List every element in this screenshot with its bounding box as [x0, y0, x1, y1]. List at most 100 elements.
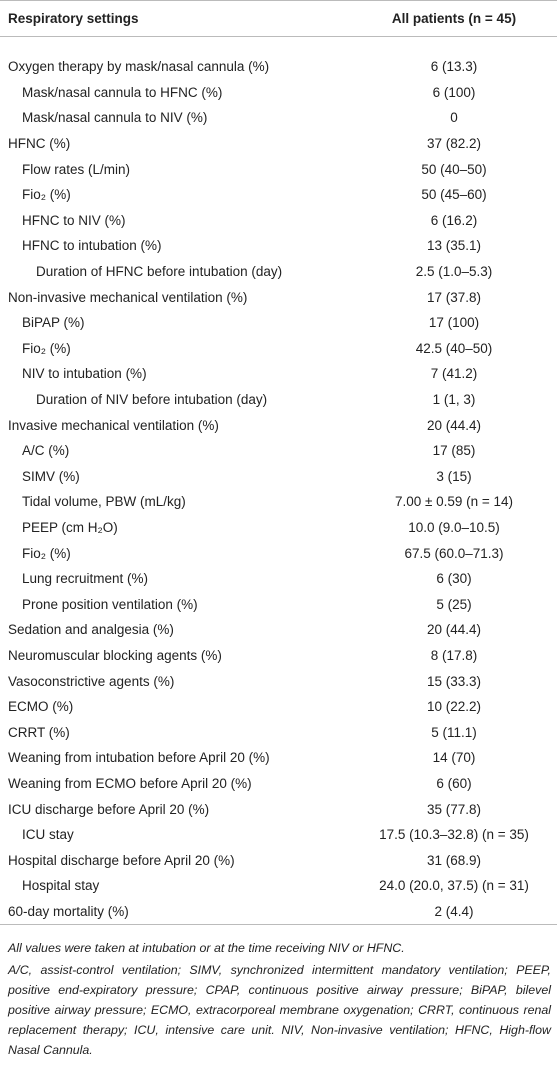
table-row: BiPAP (%) 17 (100)	[0, 310, 557, 336]
row-label: Neuromuscular blocking agents (%)	[8, 647, 222, 663]
row-label: Duration of NIV before intubation (day)	[36, 392, 268, 408]
table-row: PEEP (cm H₂O) 10.0 (9.0–10.5)	[0, 515, 557, 541]
table-notes: All values were taken at intubation or a…	[0, 925, 557, 1060]
row-value: 37 (82.2)	[426, 136, 482, 152]
row-label: HFNC (%)	[8, 136, 71, 152]
row-value: 17 (85)	[432, 443, 476, 459]
row-label: Non-invasive mechanical ventilation (%)	[8, 289, 248, 305]
row-label: Vasoconstrictive agents (%)	[8, 673, 175, 689]
row-value: 42.5 (40–50)	[415, 340, 493, 356]
table-row: Weaning from intubation before April 20 …	[0, 745, 557, 771]
row-value: 2.5 (1.0–5.3)	[415, 264, 493, 280]
footnote: A/C, assist-control ventilation; SIMV, s…	[8, 963, 551, 1058]
row-value: 6 (100)	[432, 84, 476, 100]
row-label: Mask/nasal cannula to HFNC (%)	[22, 84, 223, 100]
row-label: Fio₂ (%)	[22, 545, 71, 561]
table-row: HFNC to intubation (%) 13 (35.1)	[0, 233, 557, 259]
table-row: HFNC to NIV (%) 6 (16.2)	[0, 208, 557, 234]
row-label: SIMV (%)	[22, 468, 80, 484]
table-row: Duration of NIV before intubation (day) 1…	[0, 387, 557, 413]
row-label: A/C (%)	[22, 443, 70, 459]
header-cell: All patients (n = 45)	[391, 11, 517, 26]
row-label: ECMO (%)	[8, 699, 74, 715]
table-row: Neuromuscular blocking agents (%) 8 (17.8…	[0, 643, 557, 669]
table-row: Sedation and analgesia (%) 20 (44.4)	[0, 617, 557, 643]
row-label: Hospital stay	[22, 878, 100, 894]
table-row: Vasoconstrictive agents (%) 15 (33.3)	[0, 668, 557, 694]
table-row: Mask/nasal cannula to HFNC (%) 6 (100)	[0, 80, 557, 106]
row-label: Sedation and analgesia (%)	[8, 622, 174, 638]
row-label: HFNC to intubation (%)	[22, 238, 162, 254]
table-row: Flow rates (L/min) 50 (40–50)	[0, 156, 557, 182]
row-value: 8 (17.8)	[430, 647, 478, 663]
row-label: Hospital discharge before April 20 (%)	[8, 852, 235, 868]
row-label: NIV to intubation (%)	[22, 366, 147, 382]
row-value: 17 (37.8)	[426, 289, 482, 305]
row-label: ICU discharge before April 20 (%)	[8, 801, 210, 817]
table-body: Oxygen therapy by mask/nasal cannula (%)…	[0, 37, 557, 926]
table-row: Weaning from ECMO before April 20 (%) 6 (…	[0, 771, 557, 797]
table-row: Non-invasive mechanical ventilation (%) 1…	[0, 284, 557, 310]
row-label: 60-day mortality (%)	[8, 903, 129, 919]
row-label: Duration of HFNC before intubation (day)	[36, 264, 283, 280]
row-value: 14 (70)	[432, 750, 476, 766]
row-value: 20 (44.4)	[426, 417, 482, 433]
row-label: Invasive mechanical ventilation (%)	[8, 417, 219, 433]
row-value: 35 (77.8)	[426, 801, 482, 817]
table-row: ECMO (%) 10 (22.2)	[0, 694, 557, 720]
row-value: 31 (68.9)	[426, 852, 482, 868]
row-value: 7.00 ± 0.59 (n = 14)	[394, 494, 514, 510]
row-label: Lung recruitment (%)	[22, 571, 149, 587]
table-row: Lung recruitment (%) 6 (30)	[0, 566, 557, 592]
row-value: 3 (15)	[436, 468, 472, 484]
table-row: Invasive mechanical ventilation (%) 20 (4…	[0, 412, 557, 438]
row-value: 7 (41.2)	[430, 366, 478, 382]
table-row: CRRT (%) 5 (11.1)	[0, 719, 557, 745]
row-label: Weaning from intubation before April 20 …	[8, 750, 270, 766]
table-row: Tidal volume, PBW (mL/kg) 7.00 ± 0.59 (n …	[0, 489, 557, 515]
row-value: 6 (60)	[436, 775, 472, 791]
table-row: Fio₂ (%) 42.5 (40–50)	[0, 336, 557, 362]
row-value: 5 (11.1)	[431, 724, 477, 740]
row-value: 5 (25)	[436, 596, 472, 612]
row-value: 6 (30)	[436, 571, 472, 587]
row-label: Fio₂ (%)	[22, 340, 71, 356]
row-value: 2 (4.4)	[434, 903, 474, 919]
row-value: 67.5 (60.0–71.3)	[404, 545, 504, 561]
row-value: 17 (100)	[428, 315, 480, 331]
table-row: Fio₂ (%) 50 (45–60)	[0, 182, 557, 208]
row-value: 10.0 (9.0–10.5)	[408, 519, 500, 535]
table-row: Hospital discharge before April 20 (%) 31…	[0, 847, 557, 873]
row-label: HFNC to NIV (%)	[22, 212, 126, 228]
row-value: 1 (1, 3)	[432, 392, 476, 408]
footnote: All values were taken at intubation or a…	[8, 941, 405, 956]
table-row: Fio₂ (%) 67.5 (60.0–71.3)	[0, 540, 557, 566]
row-label: Prone position ventilation (%)	[22, 596, 198, 612]
row-label: Flow rates (L/min)	[22, 161, 131, 177]
table-row: ICU stay 17.5 (10.3–32.8) (n = 35)	[0, 822, 557, 848]
table-row: Mask/nasal cannula to NIV (%) 0	[0, 105, 557, 131]
row-label: CRRT (%)	[8, 724, 70, 740]
row-value: 0	[450, 110, 458, 126]
row-label: Fio₂ (%)	[22, 187, 71, 203]
table-row: ICU discharge before April 20 (%) 35 (77.…	[0, 796, 557, 822]
row-label: Weaning from ECMO before April 20 (%)	[8, 775, 252, 791]
table-row: Duration of HFNC before intubation (day)…	[0, 259, 557, 285]
table-row: Prone position ventilation (%) 5 (25)	[0, 591, 557, 617]
row-value: 15 (33.3)	[426, 673, 482, 689]
row-value: 10 (22.2)	[426, 699, 482, 715]
row-value: 24.0 (20.0, 37.5) (n = 31)	[379, 878, 529, 894]
header-cell: Respiratory settings	[8, 11, 139, 26]
table-row: Hospital stay 24.0 (20.0, 37.5) (n = 31)	[0, 873, 557, 899]
row-label: Mask/nasal cannula to NIV (%)	[22, 110, 208, 126]
row-label: PEEP (cm H₂O)	[22, 519, 118, 535]
row-label: BiPAP (%)	[22, 315, 85, 331]
row-value: 6 (16.2)	[430, 212, 478, 228]
row-label: Oxygen therapy by mask/nasal cannula (%)	[8, 59, 270, 75]
table-row: A/C (%) 17 (85)	[0, 438, 557, 464]
row-value: 17.5 (10.3–32.8) (n = 35)	[379, 827, 529, 843]
table-header: Respiratory settings All patients (n = 4…	[0, 0, 557, 37]
table-row: Oxygen therapy by mask/nasal cannula (%)…	[0, 54, 557, 80]
row-value: 50 (45–60)	[421, 187, 487, 203]
